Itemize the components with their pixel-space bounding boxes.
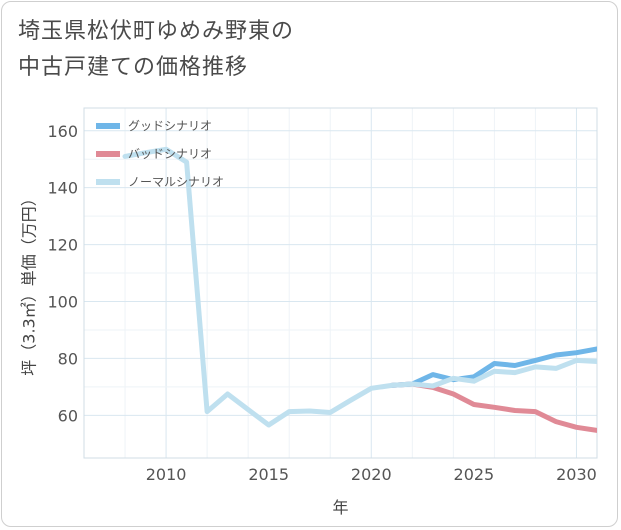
y-tick-label: 100 bbox=[47, 292, 78, 311]
grid bbox=[84, 108, 597, 458]
x-axis-label: 年 bbox=[332, 498, 348, 517]
x-tick-label: 2010 bbox=[146, 465, 187, 484]
chart-title: 埼玉県松伏町ゆめみ野東の 中古戸建ての価格推移 bbox=[18, 14, 578, 86]
x-tick-labels: 2010 2015 2020 2025 2030 bbox=[146, 465, 597, 484]
x-tick-label: 2030 bbox=[556, 465, 597, 484]
y-tick-label: 60 bbox=[58, 406, 78, 425]
legend-label: ノーマルシナリオ bbox=[128, 175, 224, 189]
y-tick-label: 140 bbox=[47, 179, 78, 198]
y-tick-label: 80 bbox=[58, 349, 78, 368]
y-tick-label: 160 bbox=[47, 122, 78, 141]
legend-label: バッドシナリオ bbox=[128, 147, 212, 161]
x-tick-label: 2020 bbox=[351, 465, 392, 484]
x-tick-label: 2025 bbox=[454, 465, 495, 484]
plot-border bbox=[83, 107, 598, 459]
series-line-2 bbox=[122, 146, 597, 428]
chart-title-line2: 中古戸建ての価格推移 bbox=[18, 55, 249, 80]
y-axis-label: 坪（3.3㎡）単価（万円） bbox=[20, 190, 39, 375]
x-tick-label: 2015 bbox=[248, 465, 289, 484]
legend-label: グッドシナリオ bbox=[128, 119, 212, 133]
plot-area bbox=[83, 107, 598, 459]
chart-title-line1: 埼玉県松伏町ゆめみ野東の bbox=[18, 19, 295, 44]
y-tick-labels: 60 80 100 120 140 160 bbox=[47, 122, 78, 426]
series-line-0 bbox=[389, 346, 597, 388]
y-tick-label: 120 bbox=[47, 236, 78, 255]
series-layer bbox=[122, 146, 597, 433]
